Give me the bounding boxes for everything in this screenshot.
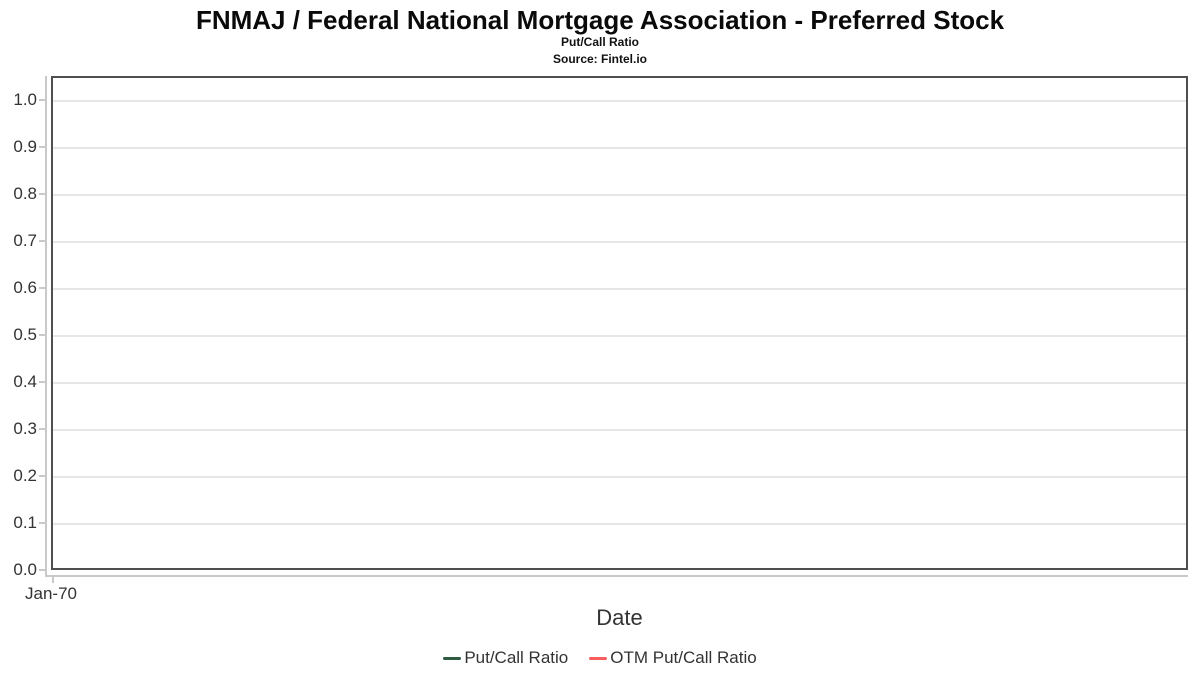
y-tick-label: 0.1 (13, 513, 37, 532)
y-tick-label: 1.0 (13, 90, 37, 109)
y-axis-line (45, 76, 47, 577)
plot-area (51, 76, 1188, 570)
x-axis-line (45, 575, 1188, 577)
legend: Put/Call Ratio OTM Put/Call Ratio (0, 645, 1200, 671)
y-tick (39, 99, 45, 101)
y-tick-label: 0.9 (13, 137, 37, 156)
y-tick-label: 0.6 (13, 278, 37, 297)
legend-item-otm-putcall-ratio[interactable]: OTM Put/Call Ratio (589, 648, 757, 668)
line-marker-icon (443, 656, 462, 660)
y-gridline (53, 288, 1186, 290)
y-tick (39, 334, 45, 336)
y-tick-label: 0.7 (13, 231, 37, 250)
chart-title: FNMAJ / Federal National Mortgage Associ… (195, 5, 1005, 35)
y-gridline (53, 476, 1186, 478)
legend-item-putcall-ratio[interactable]: Put/Call Ratio (443, 648, 568, 668)
x-tick-label: Jan-70 (25, 584, 77, 603)
y-tick (39, 146, 45, 148)
y-tick (39, 381, 45, 383)
y-gridline (53, 429, 1186, 431)
y-tick-label: 0.2 (13, 466, 37, 485)
y-tick-label: 0.3 (13, 419, 37, 438)
legend-label: OTM Put/Call Ratio (610, 648, 757, 667)
y-tick-label: 0.0 (13, 560, 37, 579)
y-tick (39, 569, 45, 571)
chart-subtitle: Put/Call Ratio (560, 35, 639, 49)
y-tick-label: 0.5 (13, 325, 37, 344)
y-tick (39, 475, 45, 477)
y-tick (39, 193, 45, 195)
y-tick (39, 287, 45, 289)
line-marker-icon (589, 656, 608, 660)
y-tick-label: 0.8 (13, 184, 37, 203)
y-tick (39, 428, 45, 430)
y-gridline (53, 382, 1186, 384)
y-tick (39, 522, 45, 524)
y-gridline (53, 335, 1186, 337)
y-gridline (53, 523, 1186, 525)
x-axis-title: Date (596, 605, 643, 630)
y-gridline (53, 194, 1186, 196)
chart-source: Source: Fintel.io (552, 52, 647, 66)
y-tick-label: 0.4 (13, 372, 37, 391)
y-gridline (53, 147, 1186, 149)
y-tick (39, 240, 45, 242)
x-tick (52, 577, 54, 583)
legend-label: Put/Call Ratio (464, 648, 569, 667)
y-gridline (53, 100, 1186, 102)
y-gridline (53, 241, 1186, 243)
